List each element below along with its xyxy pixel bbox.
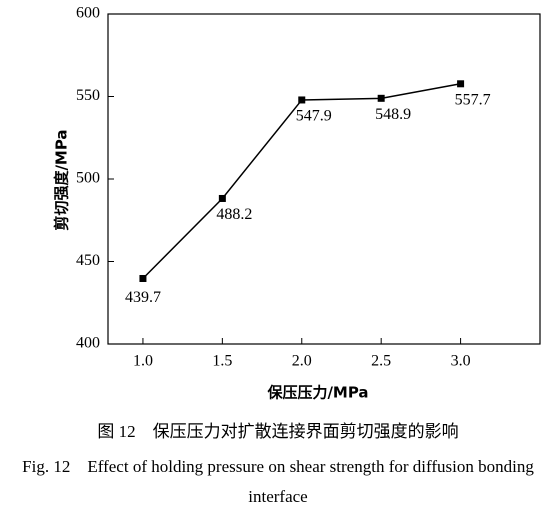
y-axis-title: 剪切强度/MPa [53,129,71,230]
x-tick-label: 1.0 [133,353,153,370]
data-label: 488.2 [216,206,252,223]
x-tick-label: 2.0 [292,353,312,370]
caption-en: Fig. 12 Effect of holding pressure on sh… [22,457,534,506]
marker [457,80,465,88]
x-axis-title: 保压压力/MPa [266,384,368,402]
x-tick-label: 1.5 [212,353,232,370]
x-tick-label: 2.5 [371,353,391,370]
data-label: 557.7 [455,91,491,108]
x-tick-label: 3.0 [451,353,471,370]
data-label: 548.9 [375,106,411,123]
y-tick-label: 450 [76,252,100,269]
caption-cn: 图 12 保压压力对扩散连接界面剪切强度的影响 [97,422,459,441]
y-tick-label: 400 [76,335,100,352]
y-tick-label: 500 [76,170,100,187]
y-tick-label: 550 [76,87,100,104]
chart: 剪切强度/MPa 保压压力/MPa 400 450 500 550 600 1.0 1.5 2… [53,5,541,402]
plot-frame [107,13,541,345]
data-label: 439.7 [125,289,161,306]
marker [218,194,226,202]
marker [139,274,147,282]
y-tick-label: 600 [76,5,100,22]
marker [298,96,306,104]
data-label: 547.9 [296,108,332,125]
marker [377,94,385,102]
